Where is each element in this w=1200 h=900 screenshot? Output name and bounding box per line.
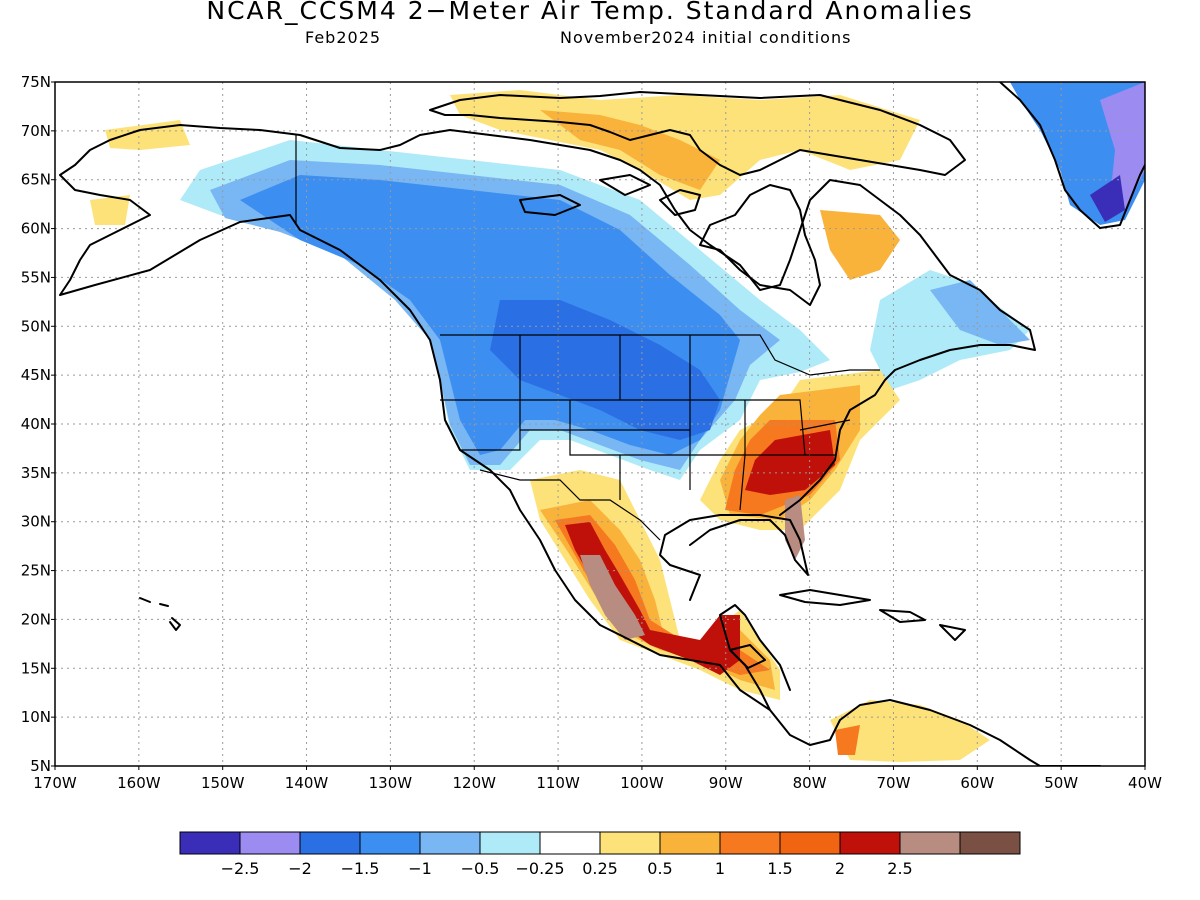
colorbar-swatch [839, 831, 901, 855]
tick-label-lat: 55N [21, 268, 51, 286]
colorbar-label: −2.5 [221, 859, 260, 878]
colorbar-swatch [479, 831, 541, 855]
colorbar-label: −0.5 [461, 859, 500, 878]
border-canada-us [295, 135, 880, 376]
coastline-caribbean [729, 589, 966, 669]
anomaly-region-greenland-violet [1100, 82, 1145, 210]
colorbar-label: 0.25 [582, 859, 618, 878]
tick-label-lat: 30N [21, 513, 51, 531]
coastline-hudson-bay [699, 184, 821, 306]
tick-label-lon: 50W [1044, 774, 1078, 792]
anomaly-region-mexico-brown [580, 555, 645, 640]
colorbar-swatch [179, 831, 241, 855]
colorbar-label: 0.5 [647, 859, 672, 878]
tick-label-lon: 140W [285, 774, 329, 792]
coastline-north-america [59, 124, 1101, 766]
tick-label-lat: 20N [21, 610, 51, 628]
anomaly-region-sa-warm [830, 700, 990, 762]
colorbar-label: −1 [408, 859, 432, 878]
tick-label-lat: 40N [21, 415, 51, 433]
tick-label-lat: 60N [21, 220, 51, 238]
colorbar-swatch [239, 831, 301, 855]
border-us-mexico [479, 469, 661, 541]
political-borders [295, 135, 880, 541]
tick-label-lat: 35N [21, 464, 51, 482]
coastline-hawaii [139, 597, 181, 631]
colorbar-swatch [539, 831, 601, 855]
coastline-arctic-islands [429, 91, 966, 216]
init-conditions-label: November2024 initial conditions [560, 28, 852, 47]
tick-label-lon: 120W [452, 774, 496, 792]
tick-label-lat: 25N [21, 562, 51, 580]
tick-label-lat: 10N [21, 708, 51, 726]
tick-label-lat: 45N [21, 366, 51, 384]
anomaly-region-arctic-orange [540, 110, 720, 190]
tick-label-lat: 15N [21, 659, 51, 677]
colorbar-label: 2.5 [887, 859, 912, 878]
colorbar-swatch [659, 831, 721, 855]
colorbar-swatch [899, 831, 961, 855]
colorbar-label: 1 [715, 859, 725, 878]
anomaly-region-sa-orange [835, 725, 860, 755]
colorbar-label: −0.25 [515, 859, 564, 878]
anomaly-region-alaska-warm [105, 120, 190, 150]
coastlines [59, 82, 1145, 766]
tick-label-lon: 60W [960, 774, 994, 792]
colorbar-swatch [719, 831, 781, 855]
valid-month-label: Feb2025 [305, 28, 382, 47]
anomaly-region-hudson-warm [820, 210, 900, 280]
tick-label-lon: 40W [1128, 774, 1162, 792]
tick-label-lat: 75N [21, 73, 51, 91]
colorbar-label: −1.5 [341, 859, 380, 878]
colorbar-label: 2 [835, 859, 845, 878]
colorbar-swatch [779, 831, 841, 855]
tick-label-lat: 50N [21, 317, 51, 335]
tick-label-lat: 5N [30, 757, 51, 775]
colorbar-label: 1.5 [767, 859, 792, 878]
tick-label-lon: 170W [33, 774, 77, 792]
tick-label-lon: 110W [536, 774, 580, 792]
coastline-greenland [999, 82, 1145, 229]
tick-label-lon: 130W [369, 774, 413, 792]
colorbar-swatch [359, 831, 421, 855]
anomaly-region-eastcanada-cool2 [930, 280, 1030, 345]
tick-label-lon: 90W [709, 774, 743, 792]
colorbar-swatch [299, 831, 361, 855]
colorbar-swatch [599, 831, 661, 855]
anomaly-region-mexico-red [565, 522, 740, 675]
tick-label-lon: 80W [793, 774, 827, 792]
tick-label-lat: 65N [21, 171, 51, 189]
colorbar-swatch [419, 831, 481, 855]
anomaly-region-east-red [745, 430, 835, 495]
tick-label-lon: 150W [201, 774, 245, 792]
colorbar-label: −2 [288, 859, 312, 878]
tick-label-lat: 70N [21, 122, 51, 140]
borders-us-states [440, 335, 851, 511]
map-title: NCAR_CCSM4 2−Meter Air Temp. Standard An… [206, 0, 974, 25]
tick-label-lon: 70W [877, 774, 911, 792]
axis-labels: 75N 70N 65N 60N 55N 50N 45N 40N 35N 30N 25N 20N 15N 1… [21, 73, 1162, 792]
anomaly-region-greenland-deep [1090, 175, 1125, 222]
anomaly-region-alaska-warm2 [90, 195, 130, 225]
colorbar-swatch [959, 831, 1021, 855]
tick-label-lon: 100W [620, 774, 664, 792]
tick-label-lon: 160W [117, 774, 161, 792]
colorbar: −2.5 −2 −1.5 −1 −0.5 −0.25 0.25 0.5 1 1.5 2 2.5 [179, 831, 1021, 878]
